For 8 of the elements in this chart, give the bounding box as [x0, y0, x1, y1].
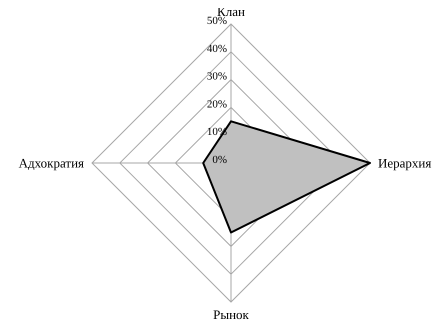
spoke-label: Иерархия [378, 156, 432, 171]
y-tick-label: 0% [212, 154, 227, 166]
y-tick-label: 40% [206, 42, 227, 55]
y-tick-label: 30% [206, 70, 227, 83]
spoke-label: Рынок [213, 307, 250, 322]
spoke-label: Адхократия [18, 156, 84, 171]
y-tick-label: 20% [206, 98, 227, 110]
y-tick-label: 50% [206, 15, 227, 27]
